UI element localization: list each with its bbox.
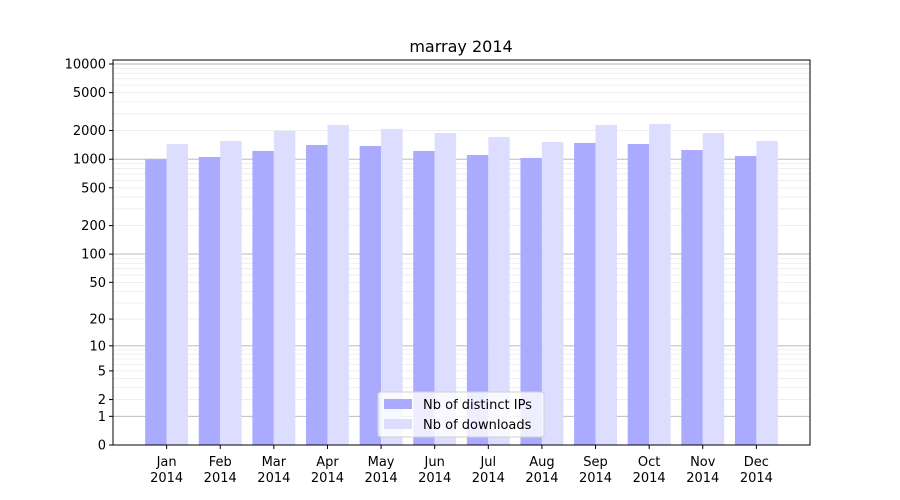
y-tick-label: 0 — [98, 439, 106, 454]
legend-swatch — [384, 399, 412, 409]
x-tick-label-month: Oct — [638, 455, 660, 470]
bar-distinct-ips — [627, 143, 650, 445]
x-tick-label-year: 2014 — [472, 471, 505, 486]
bar-downloads — [702, 132, 725, 445]
bar-distinct-ips — [198, 156, 221, 446]
bar-distinct-ips — [466, 154, 489, 445]
bar-downloads — [273, 130, 296, 446]
legend-swatch — [384, 419, 412, 429]
x-tick-label-year: 2014 — [686, 471, 719, 486]
x-tick-label-year: 2014 — [579, 471, 612, 486]
chart-title: marray 2014 — [409, 37, 512, 56]
axes: 012510205010020050010002000500010000Jan2… — [65, 57, 811, 486]
bars — [145, 123, 778, 446]
x-tick-label-month: Jun — [424, 455, 445, 470]
y-tick-label: 1000 — [73, 153, 106, 168]
bar-downloads — [649, 123, 671, 445]
x-tick-label-year: 2014 — [525, 471, 558, 486]
x-tick-label-month: Apr — [316, 455, 339, 470]
x-tick-label-year: 2014 — [257, 471, 290, 486]
bar-downloads — [166, 143, 189, 445]
y-tick-label: 10 — [89, 339, 106, 354]
x-tick-label-month: Mar — [262, 455, 287, 470]
y-tick-label: 2000 — [73, 124, 106, 139]
x-tick-label-year: 2014 — [311, 471, 344, 486]
bar-distinct-ips — [681, 149, 703, 445]
y-tick-label: 10000 — [65, 57, 106, 72]
y-tick-label: 100 — [81, 248, 106, 263]
y-tick-label: 1 — [98, 410, 106, 425]
bar-downloads — [220, 140, 242, 445]
bar-distinct-ips — [252, 150, 274, 445]
x-tick-label-year: 2014 — [418, 471, 451, 486]
y-tick-label: 20 — [89, 313, 106, 328]
bar-downloads — [434, 132, 457, 445]
bar-distinct-ips — [734, 155, 757, 445]
x-tick-label-month: Aug — [529, 455, 554, 470]
bar-distinct-ips — [145, 159, 167, 446]
y-tick-label: 500 — [81, 181, 106, 196]
bar-distinct-ips — [359, 145, 382, 445]
x-tick-label-month: Jul — [479, 455, 496, 470]
x-tick-label-month: Dec — [744, 455, 769, 470]
bar-distinct-ips — [306, 144, 328, 445]
x-tick-label-year: 2014 — [150, 471, 183, 486]
bar-distinct-ips — [574, 142, 596, 445]
legend-box — [377, 391, 545, 438]
bar-downloads — [756, 140, 778, 445]
x-tick-label-year: 2014 — [204, 471, 237, 486]
bar-distinct-ips — [520, 157, 542, 445]
plot-frame — [112, 59, 811, 446]
y-tick-label: 2 — [98, 393, 106, 408]
x-tick-label-year: 2014 — [740, 471, 773, 486]
bar-downloads — [327, 124, 349, 445]
x-tick-label-year: 2014 — [365, 471, 398, 486]
x-tick-label-month: Jan — [156, 455, 177, 470]
x-tick-label-month: Sep — [583, 455, 608, 470]
bar-downloads — [541, 141, 564, 446]
y-tick-label: 5 — [98, 364, 106, 379]
bar-downloads — [488, 136, 510, 445]
y-tick-label: 50 — [89, 276, 106, 291]
x-tick-label-month: Feb — [209, 455, 232, 470]
x-tick-label-month: May — [368, 455, 395, 470]
y-tick-label: 5000 — [73, 86, 106, 101]
bar-downloads — [381, 128, 403, 445]
bar-distinct-ips — [413, 150, 435, 445]
legend-label: Nb of distinct IPs — [423, 398, 532, 413]
legend: Nb of distinct IPs Nb of downloads — [377, 391, 545, 438]
bar-downloads — [595, 124, 617, 445]
y-tick-label: 200 — [81, 219, 106, 234]
legend-label: Nb of downloads — [423, 418, 532, 433]
x-tick-label-month: Nov — [690, 455, 716, 470]
x-tick-label-year: 2014 — [633, 471, 666, 486]
